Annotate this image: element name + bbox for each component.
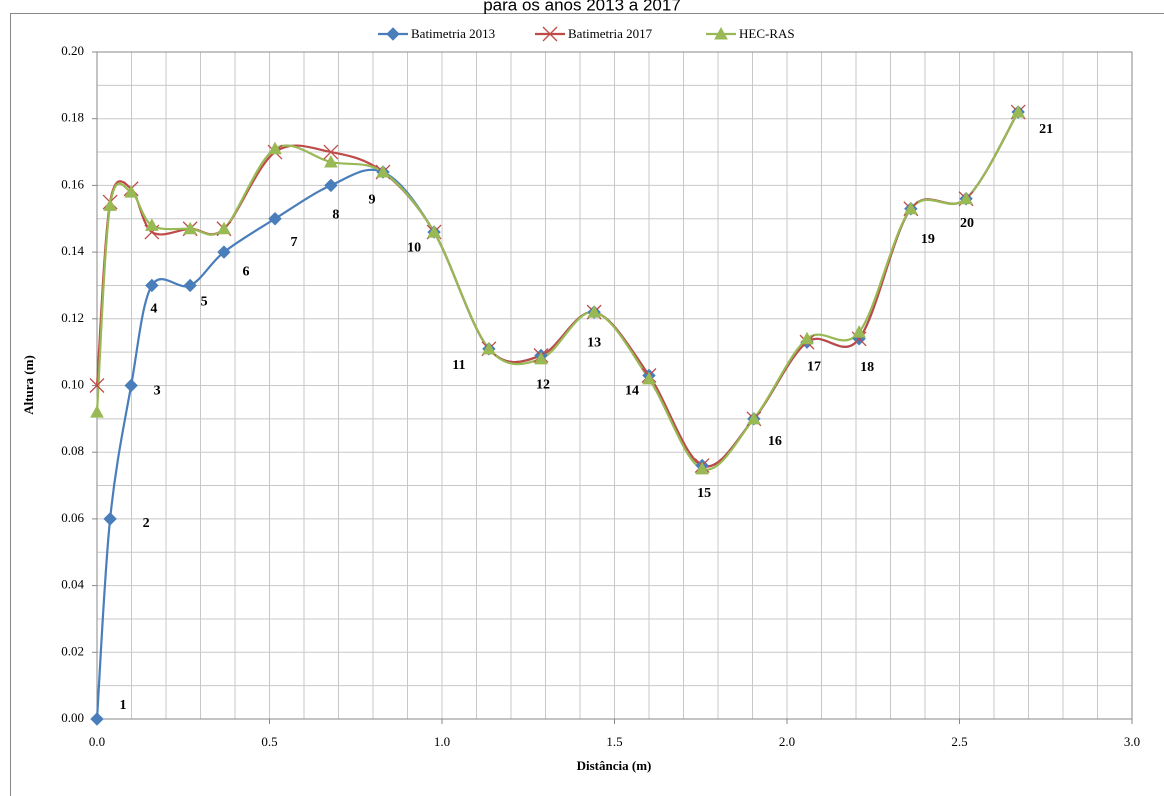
point <box>904 201 918 215</box>
point <box>268 212 282 226</box>
x-tick-label: 1.5 <box>606 734 622 749</box>
point <box>217 221 231 235</box>
y-tick-label: 0.16 <box>61 176 84 191</box>
point-label: 21 <box>1039 122 1053 137</box>
legend-item: HEC-RAS <box>706 26 795 41</box>
point <box>103 198 117 211</box>
legend-label: Batimetria 2013 <box>411 26 495 41</box>
point <box>89 378 105 393</box>
point-label: 2 <box>143 516 150 531</box>
point-label: 20 <box>960 216 974 231</box>
point <box>800 331 814 345</box>
point-label: 6 <box>242 264 249 279</box>
point <box>90 405 104 418</box>
legend-marker <box>542 26 558 42</box>
y-tick-label: 0.06 <box>61 510 84 525</box>
point-label: 14 <box>625 384 639 399</box>
y-tick-label: 0.12 <box>61 310 84 325</box>
legend-label: HEC-RAS <box>739 26 795 41</box>
point-label: 7 <box>291 235 298 250</box>
point <box>534 351 548 365</box>
y-tick-label: 0.00 <box>61 710 84 725</box>
point-label: 5 <box>201 295 208 310</box>
x-tick-label: 2.5 <box>951 734 967 749</box>
point <box>747 411 761 425</box>
chart-title: para os anos 2013 a 2017 <box>483 0 681 14</box>
point-label: 9 <box>369 192 376 207</box>
point <box>376 165 390 178</box>
x-tick-label: 1.0 <box>434 734 450 749</box>
point-label: 3 <box>154 384 161 399</box>
point-label: 8 <box>332 208 339 223</box>
legend-marker <box>386 27 400 41</box>
point <box>959 191 973 205</box>
point <box>852 325 866 338</box>
y-tick-label: 0.10 <box>61 376 84 391</box>
point-label: 4 <box>150 302 157 317</box>
point-label: 18 <box>860 360 874 375</box>
point <box>695 461 709 475</box>
point <box>1011 104 1025 118</box>
x-axis-title: Distância (m) <box>577 758 652 773</box>
point-label: 13 <box>587 335 601 350</box>
x-tick-label: 3.0 <box>1124 734 1140 749</box>
point <box>268 141 282 155</box>
point <box>145 218 159 231</box>
point <box>183 221 197 235</box>
point-label: 12 <box>536 378 550 393</box>
point <box>323 144 339 160</box>
point <box>324 155 338 168</box>
legend-marker <box>714 26 728 40</box>
point <box>90 712 104 726</box>
x-tick-label: 0.5 <box>261 734 277 749</box>
y-tick-label: 0.14 <box>61 243 84 258</box>
y-tick-label: 0.02 <box>61 643 84 658</box>
legend-item: Batimetria 2017 <box>535 26 653 42</box>
point-label: 11 <box>452 358 465 373</box>
y-axis-title: Altura (m) <box>21 355 36 415</box>
point <box>587 305 601 318</box>
point <box>324 178 338 193</box>
point <box>642 371 656 385</box>
point-label: 10 <box>407 240 421 255</box>
legend-item: Batimetria 2013 <box>378 26 495 41</box>
y-tick-label: 0.04 <box>61 577 84 592</box>
point <box>145 278 159 293</box>
point-label: 15 <box>697 486 711 501</box>
x-tick-label: 2.0 <box>779 734 795 749</box>
legend-label: Batimetria 2017 <box>568 26 653 41</box>
x-tick-label: 0.0 <box>89 734 105 749</box>
y-tick-label: 0.20 <box>61 43 84 58</box>
point-label: 1 <box>120 698 127 713</box>
point <box>183 278 197 293</box>
point <box>482 341 496 355</box>
chart-frame <box>10 13 1164 796</box>
point-label: 17 <box>807 359 821 374</box>
point <box>427 225 441 238</box>
point-label: 19 <box>921 232 935 247</box>
point <box>217 245 231 259</box>
point <box>124 378 138 393</box>
y-tick-label: 0.18 <box>61 110 84 125</box>
point-label: 16 <box>768 434 782 449</box>
point <box>103 512 117 526</box>
y-tick-label: 0.08 <box>61 443 84 458</box>
point <box>124 185 138 198</box>
